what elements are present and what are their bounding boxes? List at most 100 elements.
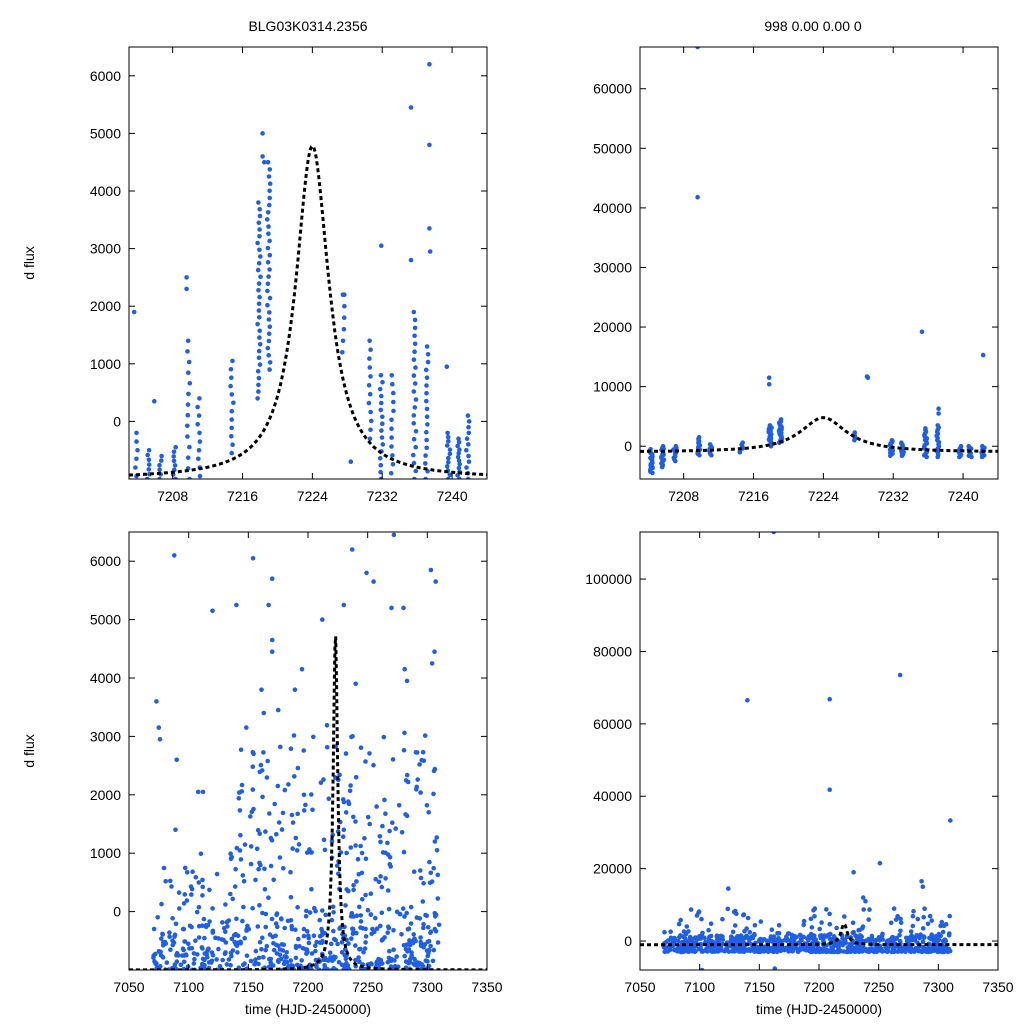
data-point	[877, 860, 883, 866]
data-point	[766, 382, 772, 387]
data-point	[947, 931, 952, 936]
data-point	[425, 422, 430, 427]
data-point	[277, 855, 283, 860]
data-point	[378, 373, 384, 378]
x-tick-label: 7208	[157, 488, 188, 504]
data-point	[257, 335, 262, 340]
data-point	[707, 442, 713, 447]
data-point	[231, 400, 236, 406]
data-point	[367, 436, 373, 442]
data-point	[699, 949, 705, 954]
data-point	[290, 820, 296, 825]
data-point	[185, 423, 190, 429]
data-point	[363, 926, 368, 932]
data-point	[256, 261, 262, 266]
data-point	[257, 362, 263, 367]
data-point	[922, 906, 927, 911]
data-point	[238, 747, 244, 753]
data-point	[424, 398, 429, 404]
data-point	[390, 820, 395, 825]
data-point	[266, 224, 271, 229]
data-point	[827, 696, 832, 702]
data-point	[255, 369, 261, 374]
data-point	[758, 919, 764, 924]
data-point	[264, 775, 270, 780]
data-point	[435, 896, 441, 901]
top-left-panel: 7208 7216 7224 7232 7240 0 1000 2000 3000 4000 500…	[21, 46, 488, 504]
data-point	[154, 699, 159, 704]
data-point	[301, 792, 307, 798]
data-point	[688, 907, 694, 912]
data-point	[435, 940, 441, 945]
data-point	[413, 365, 418, 370]
x-tick-label: 7150	[744, 979, 775, 995]
data-point	[257, 207, 263, 212]
data-point	[255, 827, 261, 833]
data-point	[250, 764, 256, 769]
data-point	[377, 456, 383, 461]
data-point	[230, 358, 235, 364]
data-point	[263, 829, 268, 834]
data-point	[266, 317, 272, 322]
data-point	[262, 866, 267, 872]
data-point	[320, 617, 325, 622]
data-point	[414, 750, 420, 755]
data-point	[291, 733, 297, 738]
y-tick-label: 30000	[593, 259, 632, 275]
data-point	[417, 762, 422, 767]
data-point	[309, 886, 314, 892]
data-point	[151, 953, 156, 958]
data-point	[367, 751, 372, 756]
data-point	[267, 195, 273, 201]
x-tick-label: 7050	[624, 979, 655, 995]
data-point	[246, 926, 252, 932]
data-point	[144, 476, 150, 479]
data-point	[154, 961, 159, 966]
data-point	[706, 927, 711, 933]
data-point	[389, 444, 394, 449]
data-point	[324, 967, 330, 970]
data-point	[295, 765, 301, 771]
data-point	[789, 932, 795, 938]
data-point	[406, 947, 412, 952]
data-point	[717, 934, 722, 939]
data-point	[225, 924, 230, 929]
data-point	[741, 949, 747, 954]
data-point	[259, 687, 264, 692]
y-tick-label: 4000	[90, 670, 121, 686]
data-point	[193, 938, 198, 943]
data-point	[257, 227, 262, 232]
data-point	[207, 919, 212, 924]
data-point	[424, 375, 430, 381]
data-point	[860, 924, 866, 929]
data-point	[387, 854, 393, 860]
data-point	[273, 933, 278, 939]
data-point	[676, 921, 682, 927]
data-point	[692, 949, 698, 955]
data-point	[236, 796, 242, 801]
data-point	[745, 698, 750, 703]
data-point	[205, 948, 210, 953]
data-point	[200, 923, 205, 928]
data-point	[857, 933, 863, 938]
data-point	[193, 875, 199, 880]
data-point	[307, 910, 313, 915]
data-point	[676, 938, 681, 944]
data-point	[379, 910, 385, 916]
data-point	[406, 926, 412, 931]
data-point	[415, 963, 421, 968]
data-point	[725, 906, 731, 912]
data-point	[269, 637, 275, 643]
data-point	[431, 768, 437, 774]
data-point	[426, 810, 432, 815]
data-point	[341, 602, 347, 608]
y-tick-label: 1000	[90, 845, 121, 861]
data-point	[378, 407, 384, 413]
data-point	[255, 321, 260, 327]
data-point	[891, 906, 897, 911]
data-point	[359, 850, 365, 856]
data-point	[304, 929, 310, 934]
data-point	[146, 462, 152, 467]
data-point	[264, 943, 270, 949]
data-point	[295, 811, 301, 817]
